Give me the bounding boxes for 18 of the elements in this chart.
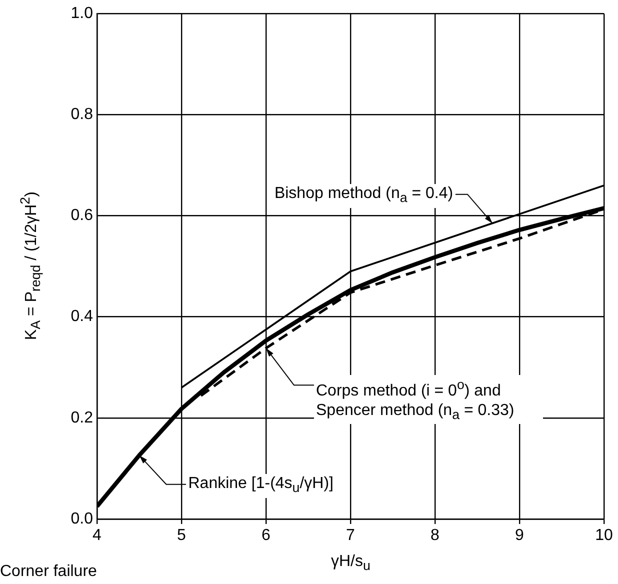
y-tick-label: 0.0 (70, 510, 94, 528)
annotation: Rankine [1-(4s$_{u}$/γH)] (186, 474, 336, 498)
x-tick-label: 9 (515, 527, 524, 544)
x-tick-label: 10 (595, 527, 613, 544)
text: Corner failure (0, 562, 97, 581)
x-tick-label: 8 (430, 527, 440, 544)
y-tick-label: 0.2 (70, 409, 94, 426)
annotation: Corps method (i = 0$^{o}$) and Spencer method (n$_{a}$ = 0.33) (314, 375, 543, 424)
x-tick-label: 6 (262, 527, 271, 544)
y-tick-label: 0.4 (70, 308, 94, 326)
x-tick-label: 7 (346, 527, 356, 544)
x-tick-label: 4 (92, 527, 102, 544)
annotation: Bishop method (n$_{a}$ = 0.4) (272, 184, 456, 208)
y-tick-label: 0.6 (70, 207, 94, 224)
x-axis-title: γH/s$_{u}$ (331, 552, 370, 576)
y-tick-label: 1.0 (70, 5, 94, 22)
x-tick-label: 5 (177, 527, 186, 544)
y-tick-label: 0.8 (70, 106, 94, 124)
